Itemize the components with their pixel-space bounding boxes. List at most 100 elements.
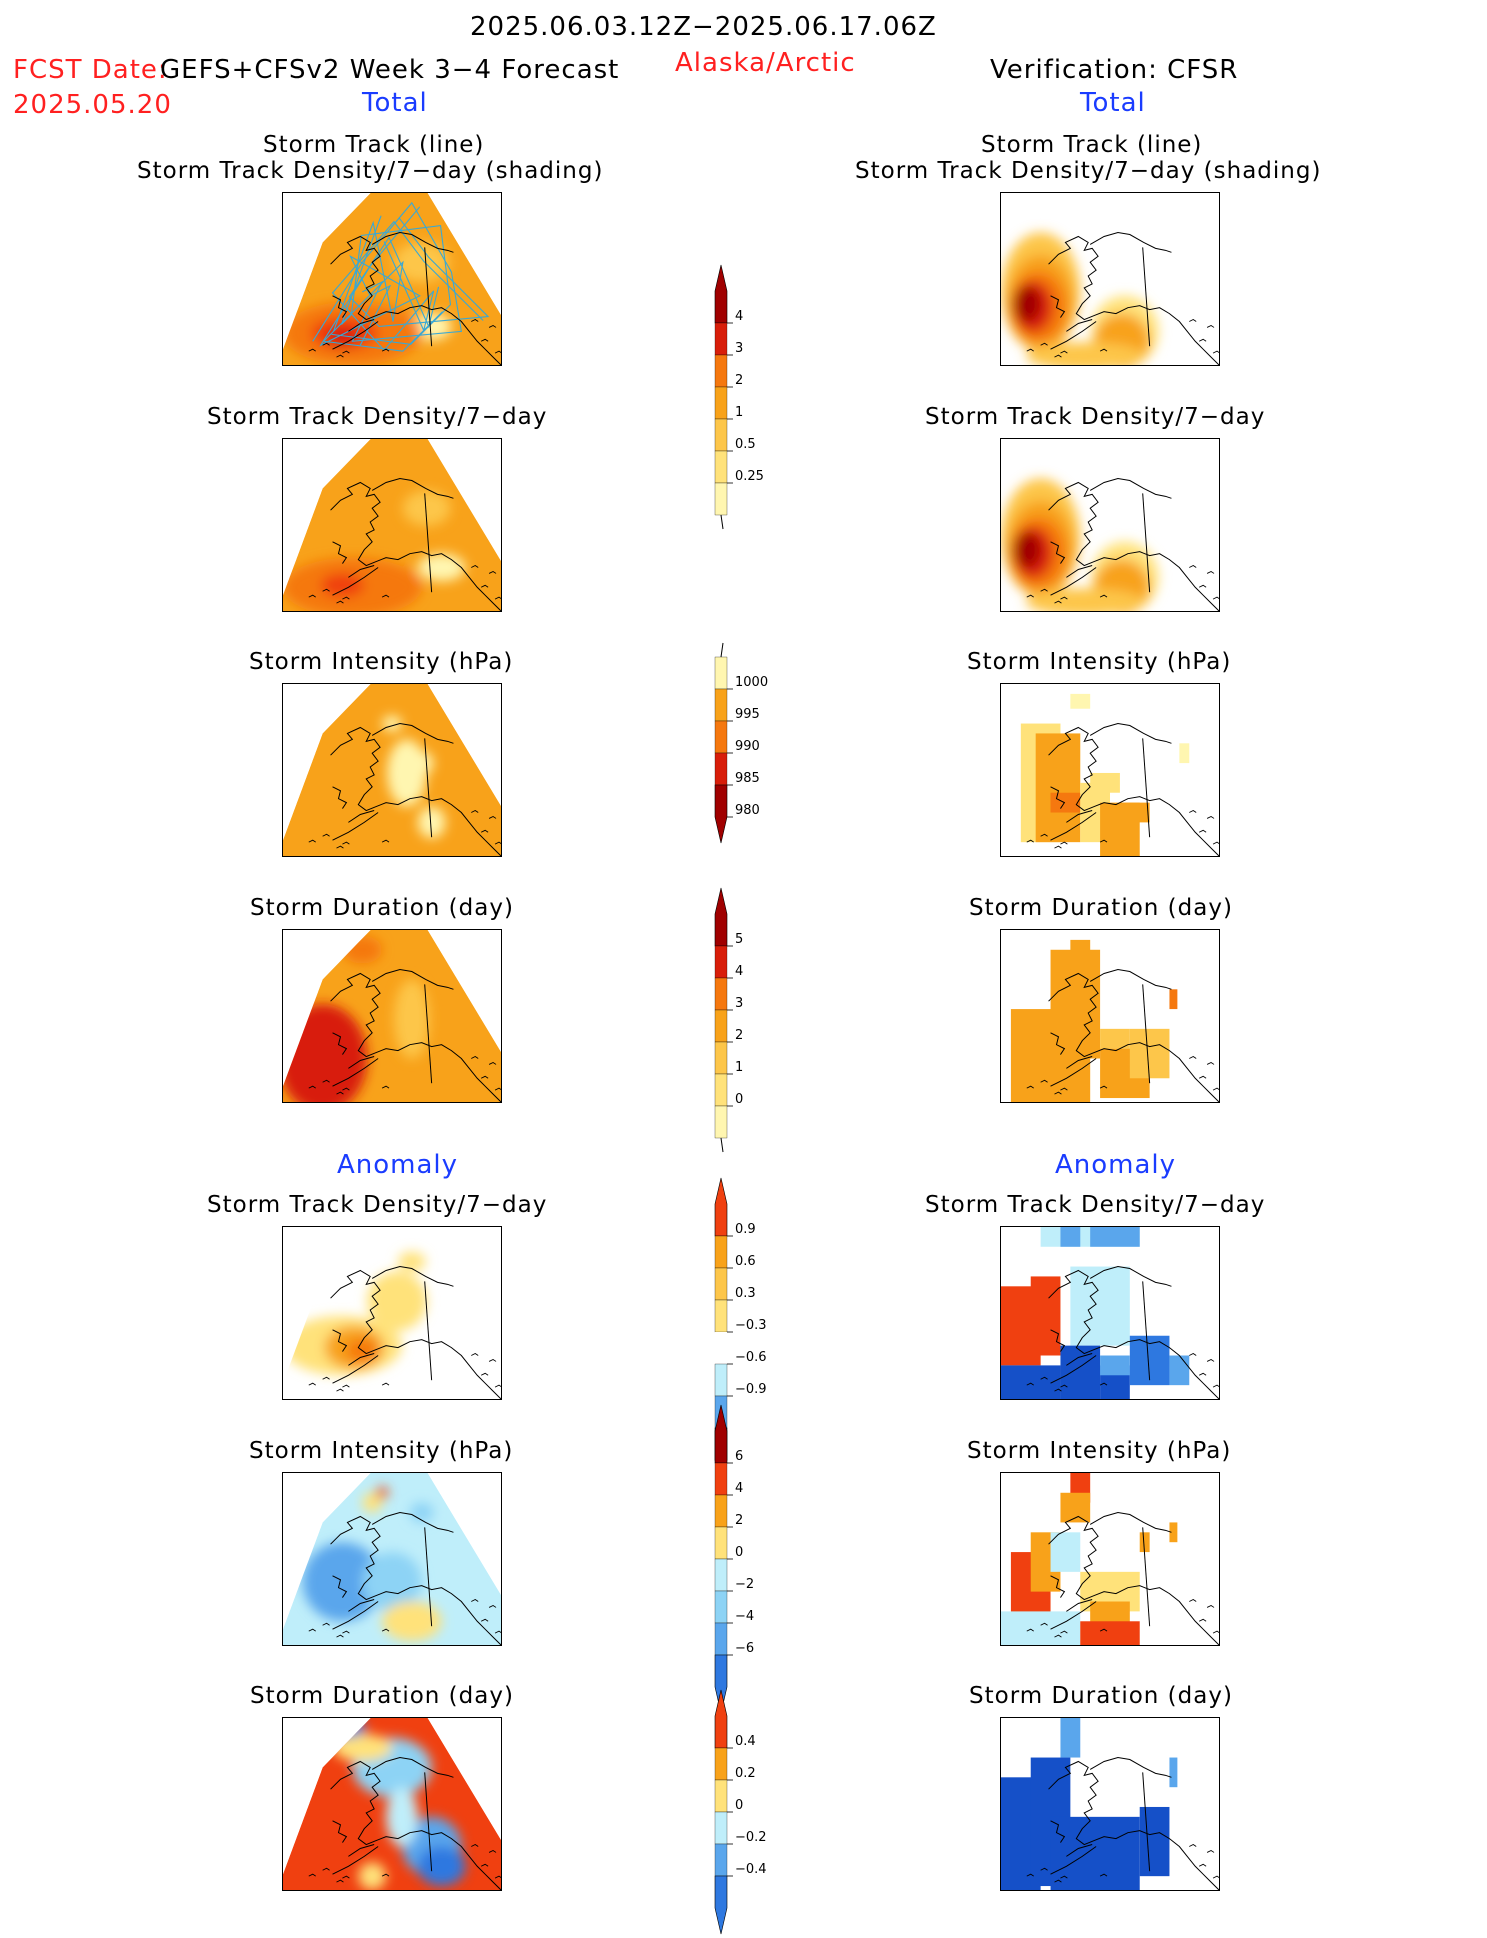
island-0 [1040,1867,1048,1871]
island-4 [381,1382,390,1386]
island-5 [1189,810,1197,813]
field-cell-7 [1139,1532,1150,1553]
colorbar-tick-label-4: 980 [735,803,760,818]
colorbar-canvas: 6 4 2 0 −2 −4 −6 [714,1404,754,1714]
colorbar-tail-bottom [720,1137,724,1153]
colorbar-tick-label-6: −6 [735,1641,754,1656]
coastline [1048,232,1219,365]
border-line [1142,738,1151,838]
island-4 [381,1085,390,1089]
colorbar-swatch-3 [714,752,728,786]
field-cell-10 [1080,1621,1140,1645]
map-canvas [283,930,501,1102]
island-0 [1040,1622,1048,1626]
island-6 [1198,1372,1207,1376]
island-8 [1212,350,1219,354]
colorbar-tick-label-0: 5 [735,932,743,947]
colorbar-tick-label-4: −2 [735,1577,754,1592]
colorbar-swatch-5 [714,1363,728,1397]
island-7 [1206,1061,1215,1065]
colorbar-swatch-0 [714,264,728,324]
colorbar-anom-duration: 0.4 0.2 0 −0.2 −0.4 [714,1689,785,1938]
field-contour-4 [1012,531,1041,568]
island-4 [1099,1628,1108,1632]
title-intensity-left: Storm Intensity (hPa) [249,649,514,675]
colorbar-tick-label-0: 0.4 [735,1734,756,1749]
map-canvas [283,1718,501,1890]
island-8 [494,841,501,845]
field-cell-8 [1179,743,1190,764]
island-1 [1026,839,1034,843]
field-cell-3 [1100,1028,1130,1049]
island-3 [336,600,344,604]
colorbar-swatch-3 [714,386,728,420]
field-contour-0 [367,1271,427,1331]
map-canvas [283,684,501,856]
colorbar-canvas: 5 4 3 2 1 0 [714,887,743,1153]
island-1 [1026,1085,1034,1089]
island-4 [1099,839,1108,843]
island-6 [480,829,489,833]
island-2 [1060,1630,1068,1634]
colorbar-tick-label-0: 6 [735,1449,743,1464]
fcst-date-value: 2025.05.20 [13,90,172,120]
island-8 [494,1875,501,1879]
map-intensity-forecast [282,683,502,857]
map-anom-duration-verification [1000,1717,1220,1891]
island-8 [494,1384,501,1388]
island-5 [471,1844,479,1847]
coastline [1048,723,1219,856]
field-cell-1 [1030,1276,1061,1356]
island-8 [1212,1384,1219,1388]
field-cell-2 [1050,1816,1140,1890]
island-0 [1040,833,1048,837]
colorbar-swatch-0 [714,1689,728,1749]
title-anom-intensity-right: Storm Intensity (hPa) [967,1438,1232,1464]
island-4 [381,1628,390,1632]
island-5 [1189,319,1197,322]
map-canvas [1010,939,1219,1102]
island-2 [1060,1087,1068,1091]
map-canvas [1001,1227,1219,1399]
title-anom-density-right: Storm Track Density/7−day [925,1192,1266,1218]
island-4 [1099,594,1108,598]
field-contour-3 [320,573,365,598]
field-contour-3 [409,1502,434,1523]
map-canvas [283,1473,501,1645]
island-2 [342,350,350,354]
field-contour-4 [362,1492,383,1513]
colorbar-swatch-0 [714,1404,728,1464]
island-7 [488,570,497,574]
island-7 [1206,1604,1215,1608]
map-density-forecast [282,438,502,612]
field-contour-7 [1025,342,1145,365]
colorbar-tick-label-3: 0 [735,1545,743,1560]
colorbar-swatch-2 [714,720,728,754]
field-cell-8 [1169,1522,1178,1543]
island-0 [1040,342,1048,346]
island-8 [1212,1630,1219,1634]
island-0 [322,1867,330,1871]
island-2 [1060,350,1068,354]
island-0 [322,833,330,837]
island-6 [1198,338,1207,342]
valid-period-title: 2025.06.03.12Z−2025.06.17.06Z [470,12,937,42]
island-3 [336,1091,344,1095]
colorbar-tick-label-3: 985 [735,771,760,786]
field-cell-7 [1060,1345,1101,1399]
colorbar-tick-label-5: 0 [735,1092,743,1107]
field-contour-1 [409,751,434,775]
island-2 [342,1630,350,1634]
title-anom-density-left: Storm Track Density/7−day [207,1192,548,1218]
island-3 [336,1388,344,1392]
border-line [424,984,433,1084]
island-4 [381,348,390,352]
colorbar-tail-bottom [720,514,724,530]
map-canvas [283,439,501,611]
border-line [424,1772,433,1872]
island-3 [336,1879,344,1883]
island-3 [1054,845,1062,849]
island-8 [494,1630,501,1634]
island-7 [488,1358,497,1362]
coastline [1048,1512,1219,1645]
